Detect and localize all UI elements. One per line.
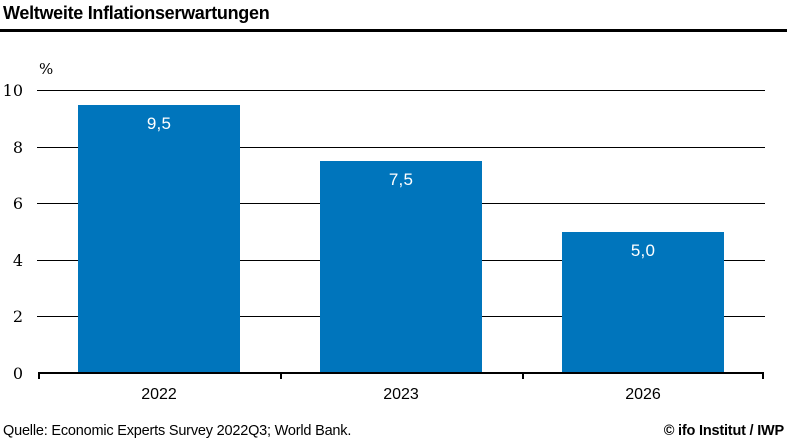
bar-value-label-2022: 9,5 xyxy=(146,113,172,133)
bar-value-label-2026: 5,0 xyxy=(630,240,656,260)
y-tick-label-10: 10 xyxy=(2,81,23,100)
x-category-label-2023: 2023 xyxy=(383,386,419,403)
chart-title: Weltweite Inflationserwartungen xyxy=(3,3,270,23)
x-category-label-2026: 2026 xyxy=(625,386,661,403)
y-axis-unit-label: % xyxy=(39,60,54,78)
x-axis-tick-2 xyxy=(522,373,524,379)
y-tick-label-8: 8 xyxy=(12,137,23,157)
x-axis-line xyxy=(38,372,764,374)
bar-value-label-2023: 7,5 xyxy=(388,170,414,190)
x-axis-tick-3 xyxy=(762,373,764,379)
credit-note: © ifo Institut / IWP xyxy=(663,423,784,439)
source-note: Quelle: Economic Experts Survey 2022Q3; … xyxy=(3,423,352,439)
x-axis-tick-0 xyxy=(38,373,40,379)
gridline-10 xyxy=(37,90,765,91)
y-tick-label-4: 4 xyxy=(12,250,23,270)
y-tick-label-6: 6 xyxy=(12,194,23,213)
bar-2023 xyxy=(320,161,482,373)
bar-2022 xyxy=(78,104,240,373)
y-tick-label-0: 0 xyxy=(12,363,23,383)
x-axis-tick-1 xyxy=(280,373,282,379)
bar-2026 xyxy=(562,231,724,373)
y-tick-label-2: 2 xyxy=(12,307,23,326)
title-divider xyxy=(0,29,787,32)
gridline-8 xyxy=(37,146,765,148)
x-category-label-2022: 2022 xyxy=(141,386,177,403)
